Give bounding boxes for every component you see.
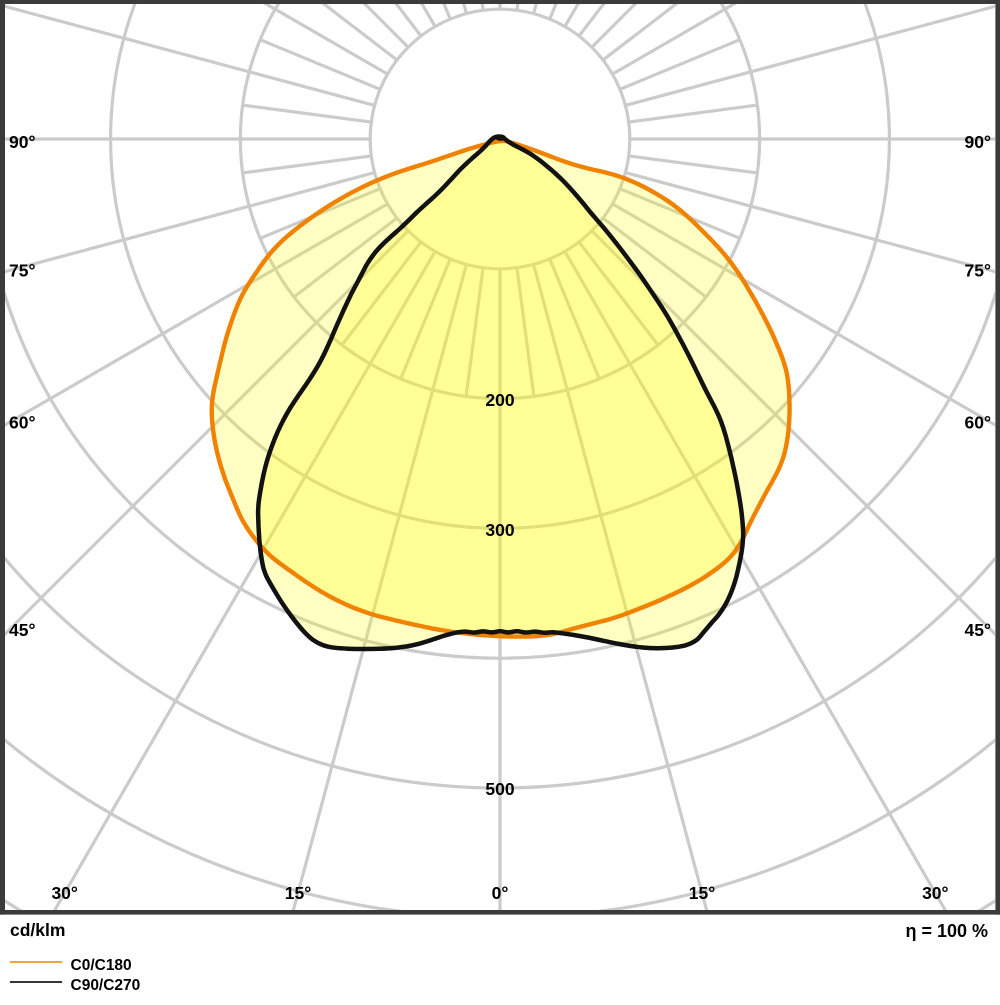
- svg-text:0°: 0°: [492, 883, 509, 903]
- svg-text:15°: 15°: [285, 883, 311, 903]
- svg-text:15°: 15°: [689, 883, 715, 903]
- svg-text:cd/klm: cd/klm: [10, 920, 65, 940]
- svg-text:75°: 75°: [9, 261, 35, 281]
- svg-text:500: 500: [485, 779, 514, 799]
- svg-text:90°: 90°: [965, 132, 991, 152]
- svg-text:η = 100 %: η = 100 %: [905, 921, 988, 941]
- svg-text:200: 200: [485, 390, 514, 410]
- svg-text:75°: 75°: [965, 261, 991, 281]
- svg-text:60°: 60°: [965, 413, 991, 433]
- svg-text:60°: 60°: [9, 413, 35, 433]
- svg-text:90°: 90°: [9, 132, 35, 152]
- svg-text:45°: 45°: [9, 620, 35, 640]
- svg-text:30°: 30°: [922, 883, 948, 903]
- svg-text:30°: 30°: [51, 883, 77, 903]
- svg-text:C90/C270: C90/C270: [71, 977, 141, 994]
- svg-text:45°: 45°: [965, 620, 991, 640]
- svg-text:300: 300: [485, 520, 514, 540]
- svg-text:C0/C180: C0/C180: [71, 957, 132, 974]
